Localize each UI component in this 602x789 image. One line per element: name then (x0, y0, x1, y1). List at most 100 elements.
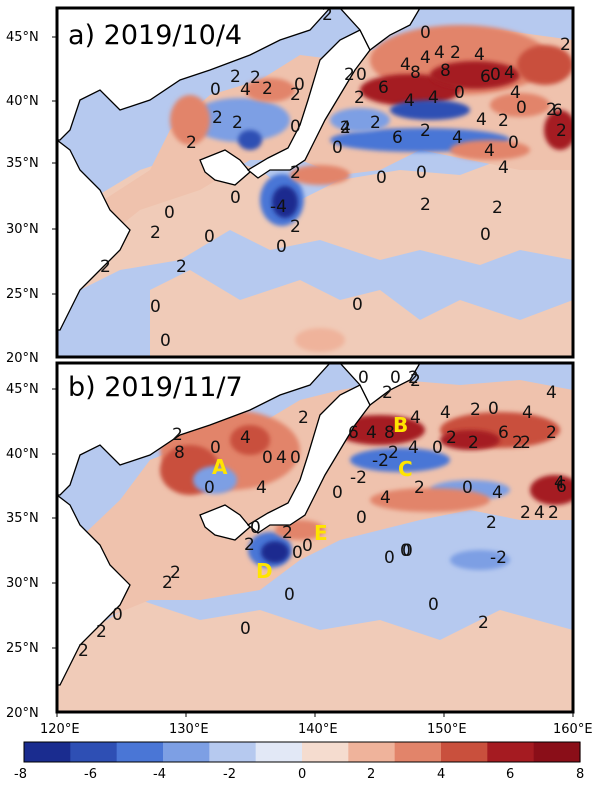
contour-value-label: 2 (420, 121, 431, 141)
contour-value-label: 2 (176, 257, 187, 277)
contour-value-label: 0 (390, 368, 401, 388)
marker-b: B (393, 413, 408, 437)
contour-value-label: 0 (204, 227, 215, 247)
contour-value-label: 0 (164, 203, 175, 223)
land-mass-b (57, 363, 421, 686)
contour-value-label: 2 (290, 85, 301, 105)
contour-value-label: 4 (240, 80, 251, 100)
contour-value-label: 2 (556, 121, 567, 141)
contour-value-label: 0 (210, 80, 221, 100)
contour-value-label: 0 (112, 605, 123, 625)
lat-label: 40°N (6, 447, 39, 462)
contour-value-label: 0 (416, 163, 427, 183)
lat-label: 45°N (6, 30, 39, 45)
contour-value-label: 0 (276, 237, 287, 257)
contour-value-label: 4 (554, 473, 565, 493)
contour-value-label: 0 (210, 438, 221, 458)
panel-a-title: a) 2019/10/4 (68, 20, 242, 51)
contour-value-label: 0 (332, 483, 343, 503)
contour-value-label: 2 (468, 433, 479, 453)
colorbar-swatch (302, 742, 349, 762)
colorbar-tick: -2 (223, 767, 236, 782)
lat-label: 20°N (6, 706, 39, 721)
contour-value-label: -4 (270, 197, 287, 217)
colorbar-tick: 4 (437, 767, 445, 782)
contour-value-label: 0 (432, 438, 443, 458)
lon-label: 160°E (553, 722, 593, 737)
colorbar-swatch (24, 742, 71, 762)
contour-value-label: 0 (480, 225, 491, 245)
contour-value-label: 4 (404, 91, 415, 111)
colorbar-swatch (163, 742, 210, 762)
colorbar-swatch (116, 742, 164, 762)
contour-value-label: 6 (556, 477, 567, 497)
contour-value-label: 0 (294, 75, 305, 95)
contour-value-label: 0 (376, 168, 387, 188)
contour-value-label: 4 (534, 503, 545, 523)
colorbar-tick: -4 (153, 767, 166, 782)
contour-value-label: 2 (244, 535, 255, 555)
contour-value-label: 0 (290, 448, 301, 468)
contour-value-label: 2 (172, 425, 183, 445)
contour-value-label: 2 (520, 433, 531, 453)
contour-value-label: 4 (476, 110, 487, 130)
contour-value-label: 0 (516, 98, 527, 118)
contour-value-label: 2 (478, 613, 489, 633)
contour-value-label: -2 (372, 451, 389, 471)
contour-value-label: 2 (370, 113, 381, 133)
contour-value-label: 0 (454, 83, 465, 103)
contour-value-label: 4 (366, 423, 377, 443)
colorbar-swatch (348, 742, 396, 762)
contour-value-label: 2 (354, 88, 365, 108)
colorbar-swatch (209, 742, 257, 762)
contour-value-label: 0 (508, 133, 519, 153)
contour-value-label: 2 (498, 111, 509, 131)
panel-b-title: b) 2019/11/7 (68, 372, 243, 403)
contour-value-label: 4 (522, 403, 533, 423)
marker-a: A (212, 455, 228, 479)
lat-label: 25°N (6, 287, 39, 302)
contour-value-label: 2 (492, 198, 503, 218)
contour-value-label: 2 (420, 195, 431, 215)
colorbar-tick: -6 (84, 767, 97, 782)
contour-value-label: 0 (332, 138, 343, 158)
contour-value-label: 6 (498, 423, 509, 443)
colorbar-ticks: -8 -6 -4 -2 0 2 4 6 8 (14, 767, 584, 782)
contour-value-label: 2 (298, 408, 309, 428)
contour-value-label: 2 (470, 400, 481, 420)
contour-value-label: 0 (290, 117, 301, 137)
contour-value-label: 8 (174, 443, 185, 463)
contour-value-label: 2 (162, 573, 173, 593)
contour-value-label: 4 (428, 88, 439, 108)
contour-value-label: 0 (302, 536, 313, 556)
contour-value-label: 4 (498, 158, 509, 178)
contour-value-label: 8 (440, 61, 451, 81)
contour-value-label: 2 (250, 68, 261, 88)
contour-value-label: 0 (160, 331, 171, 351)
colorbar-frame (23, 741, 581, 763)
contour-value-label: 2 (186, 133, 197, 153)
contour-value-label: 0 (292, 543, 303, 563)
colorbar-swatch (255, 742, 303, 762)
contour-value-label: 2 (446, 428, 457, 448)
colorbar-tick: -8 (14, 767, 27, 782)
contour-value-label: 6 (378, 78, 389, 98)
colorbar-swatch (441, 742, 488, 762)
contour-value-label: -2 (350, 468, 367, 488)
contour-value-label: 2 (410, 371, 421, 391)
contour-value-label: 4 (400, 55, 411, 75)
contour-value-label: 0 (262, 448, 273, 468)
contour-value-label: 4 (410, 408, 421, 428)
contour-value-label: 0 (462, 478, 473, 498)
contour-value-label: 0 (490, 65, 501, 85)
colorbar (23, 741, 581, 763)
colorbar-swatch (487, 742, 535, 762)
lat-label: 30°N (6, 576, 39, 591)
contour-value-label: 2 (388, 443, 399, 463)
contour-value-label: -2 (490, 548, 507, 568)
contour-value-label: 0 (358, 368, 369, 388)
contour-value-label: 8 (384, 423, 395, 443)
region-markers: A B C D E (212, 413, 413, 583)
